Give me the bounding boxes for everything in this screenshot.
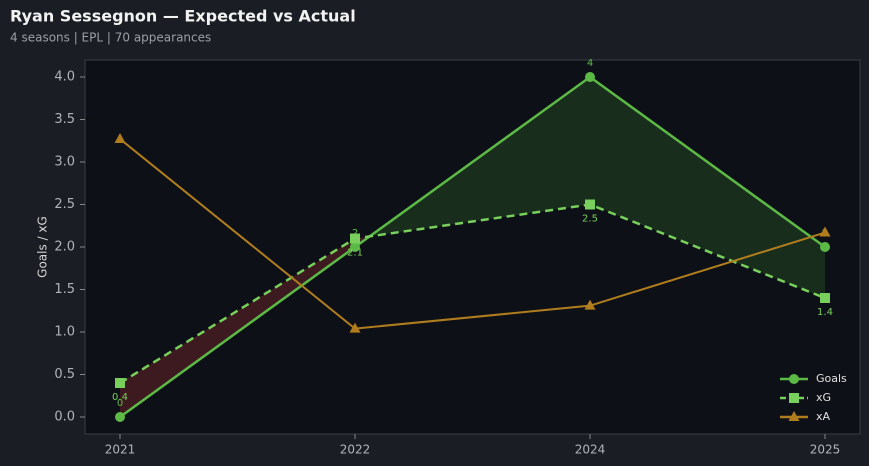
- series-line: [119, 203, 826, 385]
- data-label: 2.1: [347, 248, 363, 259]
- point: [585, 199, 595, 210]
- point: [820, 293, 830, 303]
- y-tick-label: 1.0: [54, 325, 75, 340]
- chart-title: Ryan Sessegnon — Expected vs Actual: [10, 7, 356, 26]
- x-tick-label: 2024: [575, 443, 606, 457]
- point: [820, 242, 830, 252]
- point: [115, 378, 125, 388]
- x-tick-label: 2021: [105, 443, 136, 457]
- y-tick-label: 0.5: [54, 367, 75, 382]
- y-tick-label: 1.5: [54, 282, 75, 297]
- x-tick-label: 2025: [810, 443, 841, 457]
- legend-marker: [788, 411, 800, 421]
- y-tick-label: 2.0: [54, 240, 75, 255]
- data-label: 0: [117, 398, 123, 409]
- point: [349, 322, 361, 333]
- fill-between: [120, 238, 355, 417]
- y-tick-label: 0.0: [54, 410, 75, 425]
- series-line: [119, 138, 826, 330]
- legend-label: xA: [816, 410, 831, 423]
- point: [585, 72, 595, 82]
- chart-subtitle: 4 seasons | EPL | 70 appearances: [10, 31, 211, 45]
- data-label: 1.4: [817, 307, 833, 318]
- y-tick-label: 2.5: [54, 197, 75, 212]
- y-tick-label: 4.0: [54, 70, 75, 85]
- fill-between: [590, 77, 825, 298]
- series-line: [119, 75, 826, 419]
- point: [584, 299, 596, 310]
- legend-marker: [789, 393, 799, 403]
- y-tick-label: 3.5: [54, 112, 75, 127]
- point: [350, 233, 360, 244]
- y-axis-label: Goals / xG: [36, 216, 50, 278]
- point: [819, 226, 831, 237]
- x-tick-label: 2022: [340, 443, 371, 457]
- point: [350, 242, 360, 252]
- data-label: 2.5: [582, 214, 598, 225]
- y-tick-label: 3.0: [54, 155, 75, 170]
- legend-label: xG: [816, 391, 831, 404]
- legend-marker: [789, 374, 799, 384]
- legend-label: Goals: [816, 372, 847, 385]
- plot-area: [84, 59, 861, 435]
- point: [115, 412, 125, 422]
- data-label: 0.4: [112, 392, 128, 403]
- point: [114, 133, 126, 144]
- data-label: 4: [587, 58, 593, 69]
